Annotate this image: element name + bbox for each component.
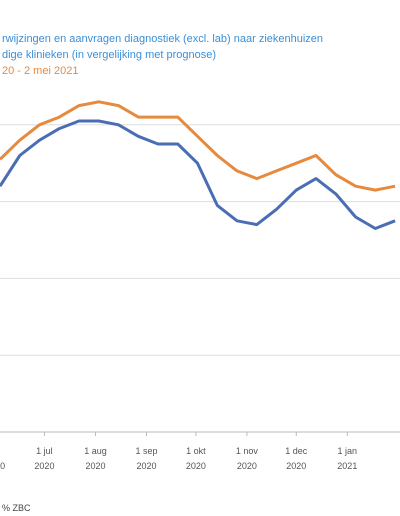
x-tick-label: 1 jan [338, 446, 358, 456]
x-tick-label: 1 aug [84, 446, 107, 456]
x-tick-label: 2020 [0, 461, 5, 471]
x-tick-label: 1 dec [285, 446, 308, 456]
x-tick-label: 2020 [136, 461, 156, 471]
x-tick-label: 1 nov [236, 446, 259, 456]
x-tick-label: 2020 [286, 461, 306, 471]
x-tick-label: 1 okt [186, 446, 206, 456]
legend-label: % ZBC [2, 503, 31, 513]
x-tick-label: 1 jul [36, 446, 53, 456]
x-tick-label: 2020 [34, 461, 54, 471]
x-tick-label: 2020 [237, 461, 257, 471]
chart-title: dige klinieken (in vergelijking met prog… [2, 49, 216, 61]
x-tick-label: 2020 [186, 461, 206, 471]
x-tick-label: 1 sep [135, 446, 157, 456]
chart-title: rwijzingen en aanvragen diagnostiek (exc… [2, 33, 323, 45]
x-tick-label: 2021 [337, 461, 357, 471]
x-tick-label: 2020 [85, 461, 105, 471]
data-line [0, 119, 396, 230]
chart-subtitle: 20 - 2 mei 2021 [2, 65, 78, 77]
data-line [0, 100, 396, 192]
